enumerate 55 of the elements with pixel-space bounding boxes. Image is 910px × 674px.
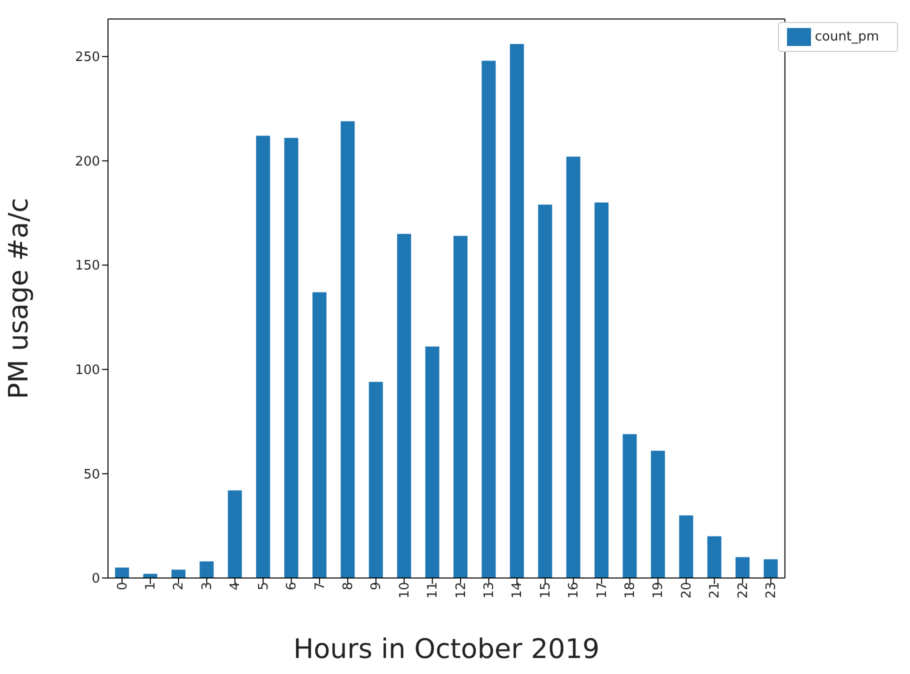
bar <box>622 434 637 578</box>
x-tick-label: 8 <box>340 582 356 590</box>
x-tick-label: 10 <box>397 582 412 599</box>
x-tick-label: 20 <box>679 582 694 599</box>
x-tick-label: 2 <box>172 582 187 590</box>
bar <box>368 382 383 578</box>
x-tick-label: 4 <box>228 582 244 590</box>
x-tick-label: 9 <box>369 582 384 590</box>
y-tick-label: 150 <box>75 258 100 274</box>
x-tick-label: 22 <box>736 582 751 599</box>
y-tick-label: 50 <box>83 467 100 482</box>
bar <box>764 559 778 578</box>
x-tick-label: 1 <box>144 582 159 590</box>
x-tick-label: 3 <box>200 582 215 590</box>
x-tick-label: 7 <box>312 582 328 590</box>
x-tick-label: 0 <box>115 582 130 590</box>
bar <box>425 346 440 578</box>
bar <box>707 536 722 578</box>
bar <box>454 236 468 578</box>
bar <box>679 515 694 578</box>
bar <box>510 44 524 578</box>
x-tick-label: 18 <box>623 582 638 599</box>
y-tick-label: 100 <box>75 363 100 378</box>
x-tick-label: 14 <box>510 582 526 599</box>
y-axis-title: PM usage #a/c <box>4 198 35 400</box>
bar <box>115 568 130 578</box>
x-axis-title: Hours in October 2019 <box>293 634 600 665</box>
legend-label: count_pm <box>814 30 879 45</box>
bar <box>397 234 412 578</box>
y-tick-label: 200 <box>75 154 100 170</box>
x-tick-label: 17 <box>594 582 610 599</box>
x-tick-label: 16 <box>566 582 582 599</box>
bar <box>650 450 665 578</box>
x-tick-label: 11 <box>426 582 441 599</box>
bar <box>594 202 609 578</box>
x-tick-label: 6 <box>284 582 300 590</box>
bar <box>340 121 355 578</box>
bar <box>482 60 496 578</box>
x-tick-label: 12 <box>454 582 469 599</box>
x-tick-label: 15 <box>538 582 554 599</box>
bar <box>284 138 298 578</box>
x-tick-label: 13 <box>482 582 497 599</box>
x-tick-label: 23 <box>764 582 780 599</box>
bar <box>200 561 214 578</box>
bar <box>566 156 580 578</box>
x-tick-label: 19 <box>651 582 666 599</box>
bar <box>538 204 552 578</box>
x-tick-label: 5 <box>256 582 272 590</box>
bar <box>171 570 186 578</box>
bar <box>736 557 750 578</box>
bar <box>228 490 242 578</box>
x-tick-label: 21 <box>708 582 723 599</box>
y-tick-label: 250 <box>75 50 100 66</box>
bar <box>312 292 326 578</box>
bar <box>256 136 270 578</box>
